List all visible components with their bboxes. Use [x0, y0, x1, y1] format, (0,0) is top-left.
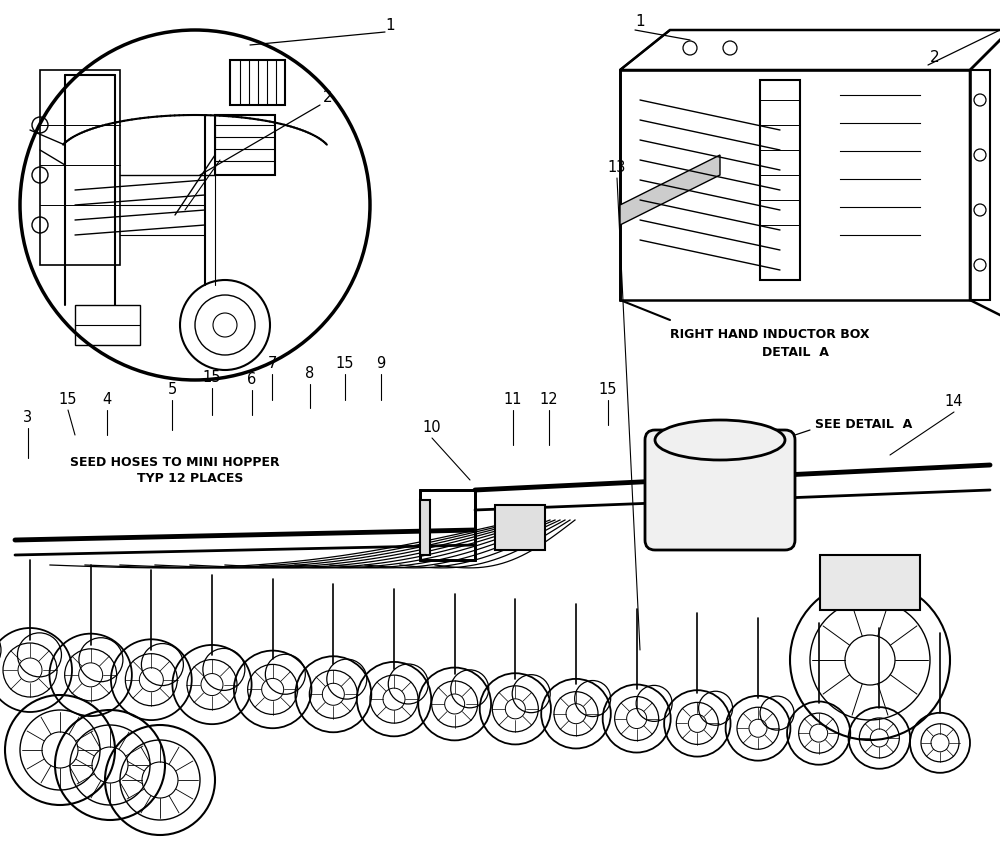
Text: SEED HOSES TO MINI HOPPER: SEED HOSES TO MINI HOPPER [70, 456, 280, 469]
Text: 6: 6 [247, 372, 257, 388]
Text: 12: 12 [540, 392, 558, 408]
Bar [75, 305, 140, 345]
FancyBboxPatch shape [645, 430, 795, 550]
Text: 5: 5 [167, 383, 177, 397]
Text: 10: 10 [423, 421, 441, 435]
Text: 15: 15 [59, 392, 77, 408]
Text: 3: 3 [23, 410, 33, 426]
Polygon shape [620, 155, 720, 225]
Text: 14: 14 [945, 395, 963, 409]
Text: 11: 11 [504, 392, 522, 408]
Text: 15: 15 [336, 357, 354, 372]
Text: 8: 8 [305, 366, 315, 382]
Bar [970, 70, 990, 300]
Bar [495, 505, 545, 550]
Text: 15: 15 [203, 371, 221, 385]
Text: 9: 9 [376, 357, 386, 372]
Ellipse shape [655, 420, 785, 460]
Text: RIGHT HAND INDUCTOR BOX: RIGHT HAND INDUCTOR BOX [670, 329, 870, 341]
Bar [40, 70, 120, 265]
Text: 2: 2 [323, 90, 333, 106]
Polygon shape [420, 500, 430, 555]
Text: 15: 15 [599, 383, 617, 397]
Text: 2: 2 [930, 51, 940, 65]
Text: 7: 7 [267, 357, 277, 372]
Text: 4: 4 [102, 392, 112, 408]
Bar [230, 60, 285, 105]
Text: SEE DETAIL  A: SEE DETAIL A [815, 419, 912, 432]
Text: DETAIL  A: DETAIL A [762, 346, 828, 359]
Bar [820, 555, 920, 610]
Text: 13: 13 [608, 161, 626, 175]
Text: TYP 12 PLACES: TYP 12 PLACES [137, 471, 243, 484]
Text: 1: 1 [635, 15, 645, 29]
Text: 1: 1 [385, 17, 395, 33]
Bar [215, 115, 275, 175]
Bar [760, 80, 800, 280]
